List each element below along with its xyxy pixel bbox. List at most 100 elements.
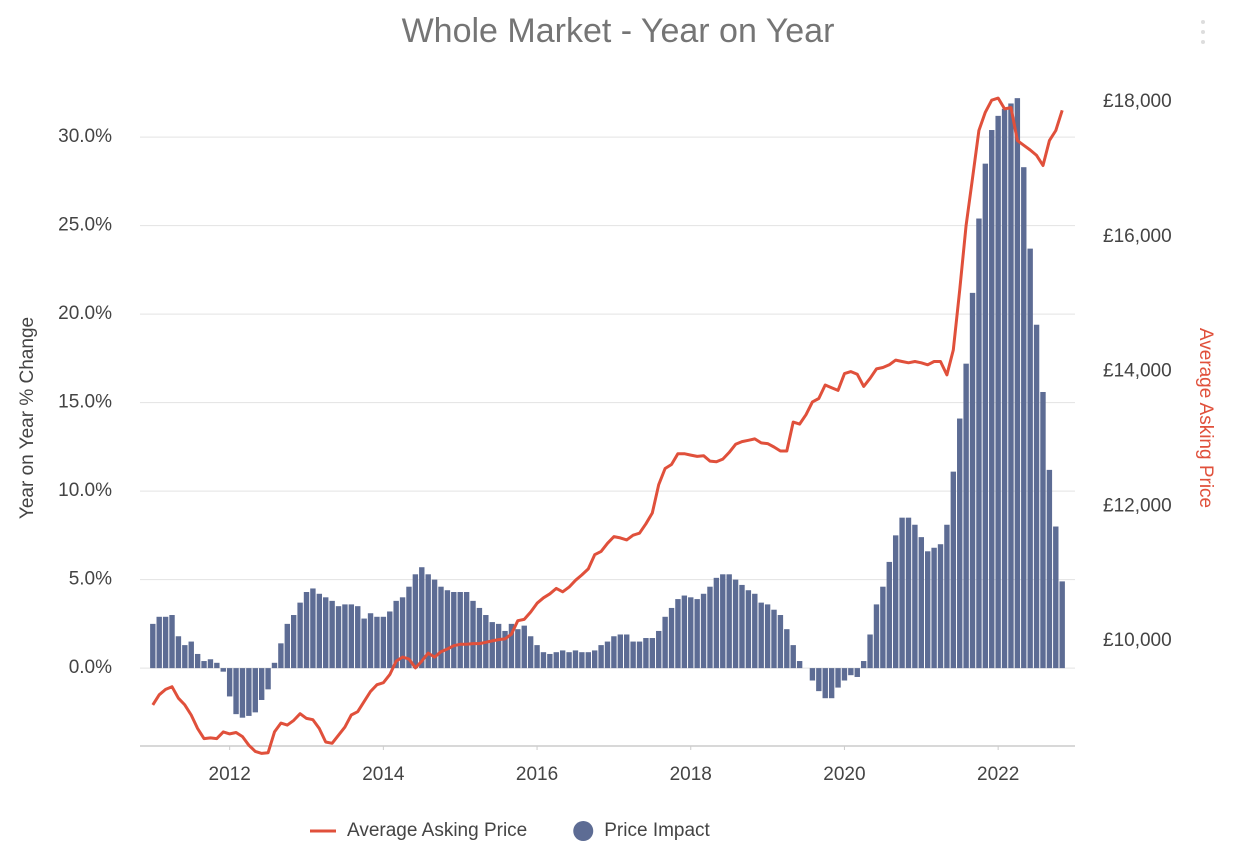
bar [553, 652, 559, 669]
bar [758, 602, 764, 669]
bar [681, 595, 688, 669]
bar [579, 652, 585, 669]
bar [521, 625, 527, 669]
bar [438, 586, 444, 669]
price-line [151, 96, 1064, 755]
legend-label: Average Asking Price [347, 820, 527, 841]
bar [502, 630, 508, 669]
bar [547, 653, 553, 669]
y-axis-title: Year on Year % Change [17, 317, 38, 519]
bar [559, 650, 566, 669]
bar [380, 616, 387, 669]
bar [329, 600, 335, 669]
bar [764, 604, 771, 669]
chart-title: Whole Market - Year on Year [402, 12, 835, 50]
bar [258, 668, 265, 700]
bar [470, 600, 476, 669]
bar [182, 645, 188, 669]
bar [1040, 391, 1046, 669]
bar [925, 551, 931, 669]
bar [451, 592, 457, 669]
bar [752, 593, 758, 669]
bar [310, 588, 316, 669]
bar [841, 668, 848, 681]
bar [419, 567, 425, 669]
bar [1021, 167, 1027, 669]
bar [252, 668, 258, 713]
bar [361, 618, 367, 669]
bar [246, 668, 252, 716]
bar [771, 609, 777, 669]
bar [982, 163, 989, 669]
bar [867, 634, 873, 669]
bar [617, 634, 624, 669]
bar [835, 668, 841, 688]
bar [463, 592, 470, 669]
bar [816, 668, 822, 692]
x-tick-label: 2018 [670, 764, 712, 785]
bar [156, 616, 162, 669]
bar [784, 629, 790, 669]
y2-tick-label: £12,000 [1103, 495, 1172, 516]
bar [316, 593, 323, 669]
bar [1027, 248, 1033, 669]
bar [668, 607, 675, 669]
bar [572, 650, 579, 669]
y2-tick-label: £10,000 [1103, 630, 1172, 651]
bar [995, 115, 1001, 669]
menu-dot [1201, 30, 1205, 34]
bar [342, 604, 348, 669]
bar [399, 597, 406, 669]
bar [777, 615, 784, 669]
bar [860, 661, 867, 669]
bar [566, 652, 572, 669]
y2-tick-label: £14,000 [1103, 361, 1172, 382]
menu-icon[interactable] [1201, 20, 1205, 44]
bar [707, 586, 713, 669]
bar [233, 668, 239, 715]
bar [912, 524, 918, 669]
bar [297, 602, 303, 669]
bar [662, 616, 668, 669]
bar [720, 574, 726, 669]
bar [892, 535, 899, 669]
bar [265, 668, 271, 690]
legend-item[interactable]: Price Impact [573, 820, 711, 841]
bar [239, 668, 246, 718]
bar [886, 561, 892, 669]
bar [624, 634, 630, 669]
bar [444, 590, 451, 669]
bar [175, 636, 182, 669]
bar [1008, 103, 1014, 669]
bar [1014, 98, 1021, 669]
bar [848, 668, 854, 676]
legend-item[interactable]: Average Asking Price [310, 820, 527, 841]
bar [303, 592, 310, 669]
bar [495, 623, 502, 669]
bar [732, 579, 739, 669]
y2-tick-label: £16,000 [1103, 226, 1172, 247]
y-tick-label: 20.0% [58, 303, 112, 324]
bar [374, 616, 380, 669]
bar [937, 544, 944, 669]
bar [828, 668, 835, 699]
bar [323, 597, 329, 669]
bar [636, 641, 643, 669]
x-tick-label: 2016 [516, 764, 558, 785]
bar [611, 636, 617, 669]
y-tick-label: 15.0% [58, 392, 112, 413]
bar [476, 607, 483, 669]
y-tick-label: 25.0% [58, 215, 112, 236]
bar [207, 659, 214, 669]
bar [694, 599, 700, 669]
bar [534, 645, 540, 669]
bar [508, 623, 515, 669]
bar [726, 574, 732, 669]
bar [335, 606, 342, 669]
bar [284, 623, 290, 669]
bar [598, 645, 604, 669]
bar [406, 586, 412, 669]
bar [348, 604, 355, 669]
bar [194, 653, 201, 669]
bar [899, 517, 905, 669]
